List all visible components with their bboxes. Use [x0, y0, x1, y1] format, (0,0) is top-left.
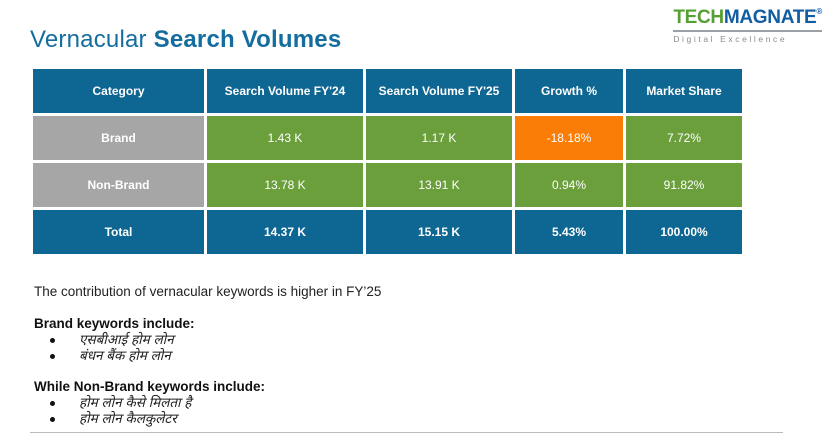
brand-keyword-text: बंधन बैंक होम लोन	[79, 348, 171, 363]
logo-magnate-text: MAGNATE	[723, 7, 817, 28]
brand-keywords-section: Brand keywords include: एसबीआई होम लोन ब…	[34, 316, 195, 364]
brand-keywords-list: एसबीआई होम लोन बंधन बैंक होम लोन	[34, 332, 195, 364]
brand-share-cell: 7.72%	[626, 116, 742, 160]
bullet-icon	[50, 400, 55, 406]
page-title-regular: Vernacular	[30, 26, 154, 53]
header-search-volume-fy24: Search Volume FY'24	[207, 69, 363, 113]
non-brand-fy25-cell: 13.91 K	[366, 163, 512, 207]
bullet-icon	[50, 353, 55, 359]
registered-trademark-icon: ®	[816, 7, 822, 16]
header-search-volume-fy25: Search Volume FY'25	[366, 69, 512, 113]
non-brand-keywords-heading: While Non-Brand keywords include:	[34, 379, 266, 394]
non-brand-keyword-item: होम लोन कैसे मिलता है	[34, 395, 265, 411]
total-share-cell: 100.00%	[626, 210, 742, 254]
brand-keyword-text: एसबीआई होम लोन	[79, 332, 174, 347]
total-fy24-cell: 14.37 K	[207, 210, 363, 254]
non-brand-share-cell: 91.82%	[626, 163, 742, 207]
logo-tech-text: TECH	[673, 7, 724, 28]
header-growth: Growth %	[515, 69, 623, 113]
total-category-cell: Total	[33, 210, 204, 254]
total-growth-cell: 5.43%	[515, 210, 623, 254]
logo-wordmark: TECHMAGNATE®	[673, 7, 822, 28]
header-market-share: Market Share	[626, 69, 742, 113]
table-row-non-brand: Non-Brand 13.78 K 13.91 K 0.94% 91.82%	[33, 163, 742, 207]
non-brand-keyword-item: होम लोन कैलकुलेटर	[34, 411, 265, 427]
page-title: Vernacular Search Volumes	[30, 26, 341, 54]
table-row-brand: Brand 1.43 K 1.17 K -18.18% 7.72%	[33, 116, 742, 160]
brand-growth-cell: -18.18%	[515, 116, 623, 160]
bullet-icon	[50, 337, 55, 343]
total-fy25-cell: 15.15 K	[366, 210, 512, 254]
non-brand-growth-cell: 0.94%	[515, 163, 623, 207]
brand-fy24-cell: 1.43 K	[207, 116, 363, 160]
summary-text: The contribution of vernacular keywords …	[34, 284, 382, 299]
brand-keyword-item: एसबीआई होम लोन	[34, 332, 195, 348]
logo-tagline: Digital Excellence	[673, 30, 822, 44]
non-brand-keyword-text: होम लोन कैलकुलेटर	[79, 411, 177, 426]
table-row-total: Total 14.37 K 15.15 K 5.43% 100.00%	[33, 210, 742, 254]
non-brand-keyword-text: होम लोन कैसे मिलता है	[79, 395, 192, 410]
bullet-icon	[50, 416, 55, 422]
non-brand-keywords-list: होम लोन कैसे मिलता है होम लोन कैलकुलेटर	[34, 395, 265, 427]
non-brand-category-cell: Non-Brand	[33, 163, 204, 207]
brand-category-cell: Brand	[33, 116, 204, 160]
table-header-row: Category Search Volume FY'24 Search Volu…	[33, 69, 742, 113]
non-brand-fy24-cell: 13.78 K	[207, 163, 363, 207]
techmagnate-logo: TECHMAGNATE® Digital Excellence	[673, 8, 822, 44]
brand-keywords-heading: Brand keywords include:	[34, 316, 195, 331]
page-title-bold: Search Volumes	[153, 26, 342, 53]
header-category: Category	[33, 69, 204, 113]
brand-fy25-cell: 1.17 K	[366, 116, 512, 160]
non-brand-keywords-section: While Non-Brand keywords include: होम लो…	[34, 379, 265, 427]
brand-keyword-item: बंधन बैंक होम लोन	[34, 348, 195, 364]
footer-divider	[30, 432, 783, 433]
search-volume-table: Category Search Volume FY'24 Search Volu…	[30, 66, 745, 257]
